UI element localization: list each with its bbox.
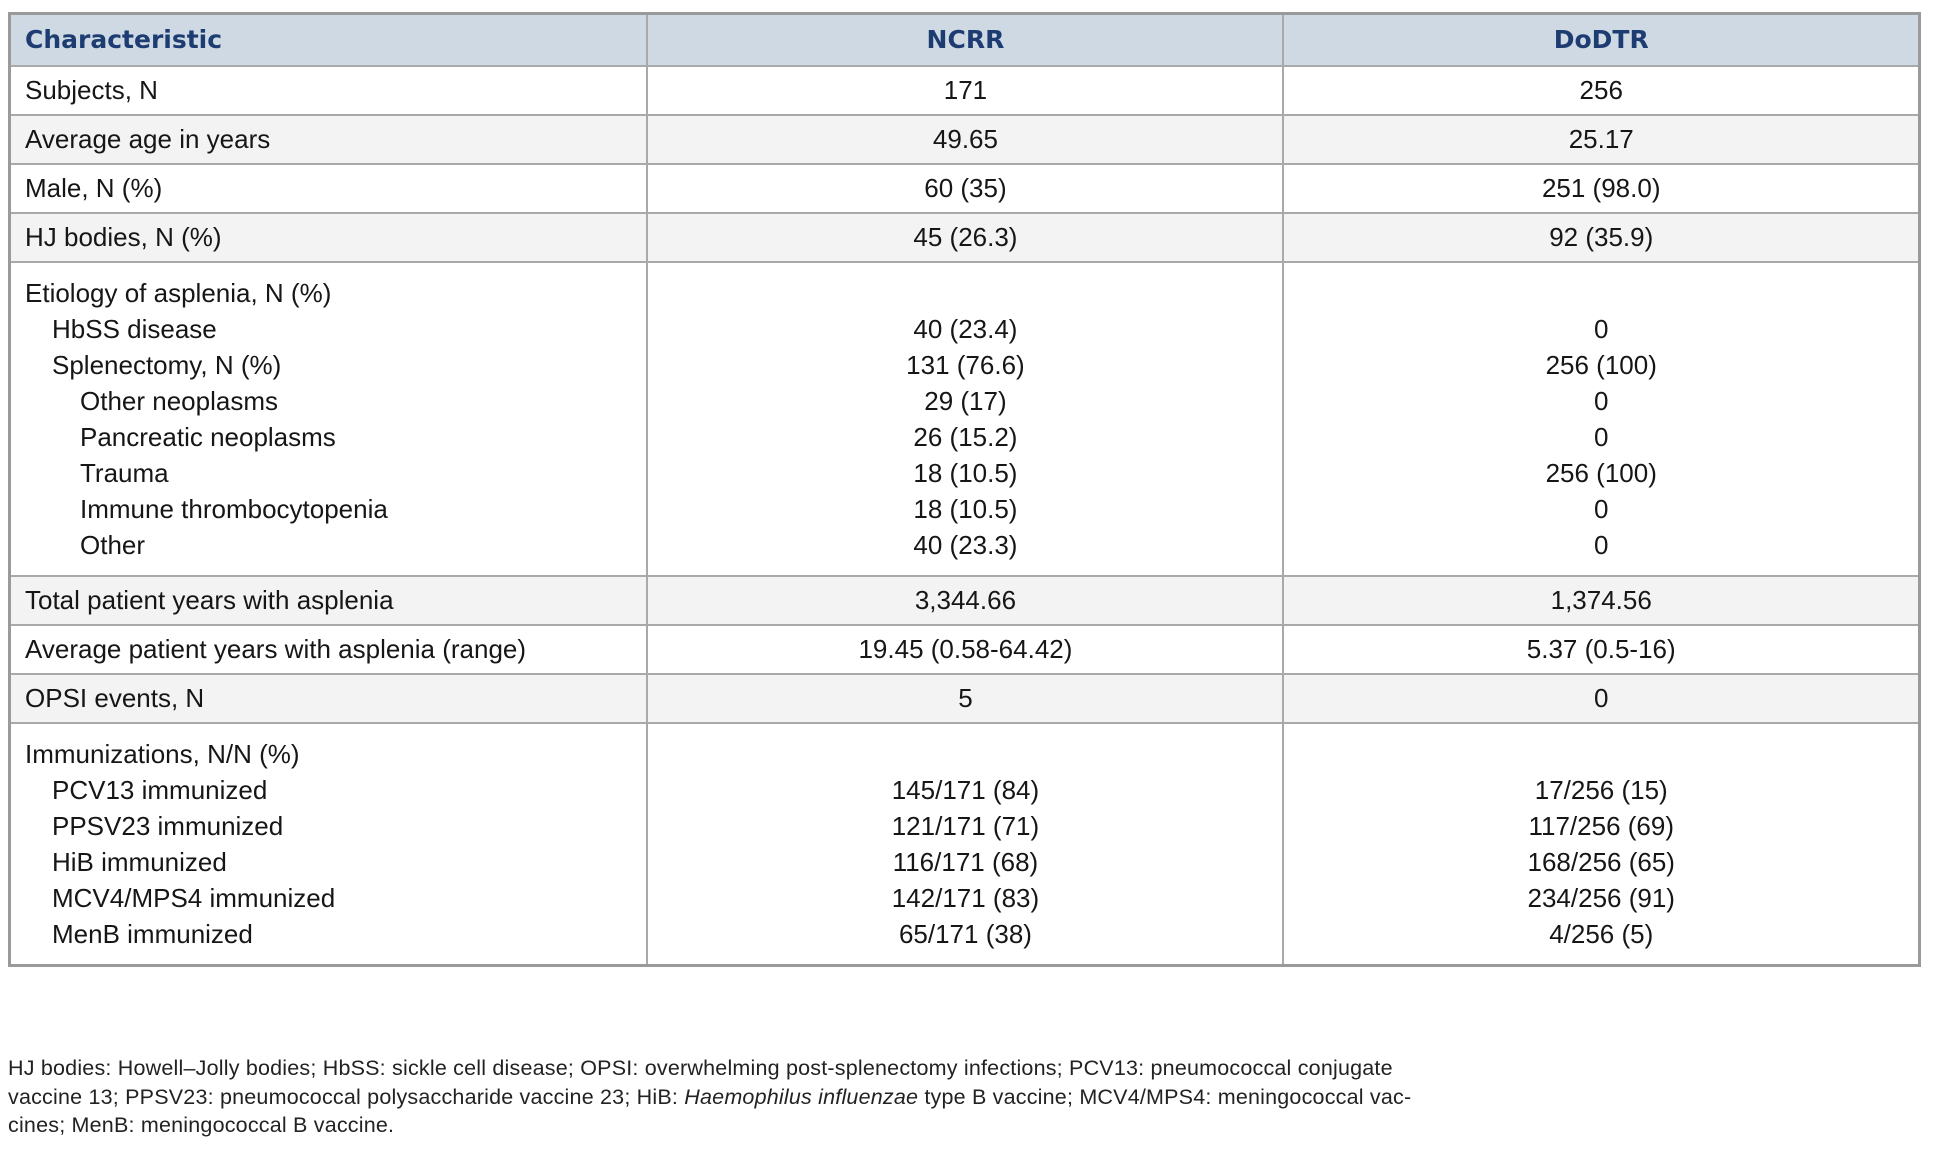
table-row: OPSI events, N 5 0 (8, 672, 1921, 724)
dodtr-value (1294, 736, 1908, 772)
header-ncrr: NCRR (646, 12, 1285, 67)
row-label: PCV13 immunized (52, 774, 268, 805)
immunizations-dodtr-values: 17/256 (15) 117/256 (69) 168/256 (65) 23… (1282, 721, 1921, 966)
row-label: Male, N (%) (8, 162, 649, 214)
ncrr-value: 3,344.66 (646, 574, 1285, 626)
dodtr-value: 117/256 (69) (1528, 810, 1674, 841)
ncrr-value: 121/171 (71) (891, 810, 1040, 841)
ncrr-value: 145/171 (84) (891, 774, 1040, 805)
row-label: PPSV23 immunized (52, 810, 284, 841)
row-label: HbSS disease (52, 313, 217, 344)
dodtr-value: 0 (1593, 421, 1609, 452)
etiology-group-row: Etiology of asplenia, N (%) HbSS disease… (8, 260, 1921, 577)
row-label: Splenectomy, N (%) (52, 349, 282, 380)
dodtr-value: 0 (1282, 672, 1921, 724)
ncrr-value: 19.45 (0.58-64.42) (646, 623, 1285, 675)
ncrr-value: 171 (646, 64, 1285, 116)
header-dodtr: DoDTR (1282, 12, 1921, 67)
ncrr-value: 60 (35) (646, 162, 1285, 214)
etiology-dodtr-values: 0 256 (100) 0 0 256 (100) 0 0 (1282, 260, 1921, 577)
dodtr-value: 168/256 (65) (1527, 846, 1675, 877)
table-row: Subjects, N 171 256 (8, 64, 1921, 116)
row-label: Total patient years with asplenia (8, 574, 649, 626)
row-label: Other (80, 529, 146, 560)
dodtr-value: 0 (1593, 385, 1609, 416)
ncrr-value: 65/171 (38) (898, 918, 1032, 949)
footnote-line-1: HJ bodies: Howell–Jolly bodies; HbSS: si… (8, 1056, 1393, 1080)
ncrr-value: 40 (23.3) (913, 529, 1018, 560)
row-label: MenB immunized (52, 918, 253, 949)
row-label: Pancreatic neoplasms (80, 421, 336, 452)
ncrr-value: 18 (10.5) (913, 457, 1018, 488)
row-label: HiB immunized (52, 846, 227, 877)
table-footnote: HJ bodies: Howell–Jolly bodies; HbSS: si… (8, 1054, 1928, 1140)
dodtr-value: 17/256 (15) (1534, 774, 1668, 805)
footnote-line-2-pre: vaccine 13; PPSV23: pneumococcal polysac… (8, 1084, 685, 1109)
row-label: Subjects, N (8, 64, 649, 116)
dodtr-value: 4/256 (5) (1549, 918, 1654, 949)
ncrr-value: 5 (646, 672, 1285, 724)
dodtr-value: 5.37 (0.5-16) (1282, 623, 1921, 675)
ncrr-value (658, 275, 1272, 311)
table-row: Total patient years with asplenia 3,344.… (8, 574, 1921, 626)
immunizations-group-row: Immunizations, N/N (%) PCV13 immunized P… (8, 721, 1921, 966)
ncrr-value: 29 (17) (924, 385, 1007, 416)
ncrr-value: 49.65 (646, 113, 1285, 165)
dodtr-value: 25.17 (1282, 113, 1921, 165)
footnote-line-3: cines; MenB: meningococcal B vaccine. (8, 1113, 395, 1137)
immunizations-ncrr-values: 145/171 (84) 121/171 (71) 116/171 (68) 1… (646, 721, 1285, 966)
dodtr-value: 234/256 (91) (1527, 882, 1675, 913)
table-row: Male, N (%) 60 (35) 251 (98.0) (8, 162, 1921, 214)
ncrr-value: 40 (23.4) (913, 313, 1018, 344)
row-label: Other neoplasms (80, 385, 278, 416)
immunizations-labels: Immunizations, N/N (%) PCV13 immunized P… (8, 721, 649, 966)
table-row: HJ bodies, N (%) 45 (26.3) 92 (35.9) (8, 211, 1921, 263)
ncrr-value: 116/171 (68) (892, 846, 1039, 877)
characteristics-table: Characteristic NCRR DoDTR Subjects, N 17… (8, 12, 1921, 967)
row-label: MCV4/MPS4 immunized (52, 882, 336, 913)
ncrr-value: 142/171 (83) (891, 882, 1040, 913)
row-label: Immune thrombocytopenia (80, 493, 388, 524)
ncrr-value (658, 736, 1272, 772)
table-row: Average patient years with asplenia (ran… (8, 623, 1921, 675)
dodtr-value: 0 (1593, 493, 1609, 524)
table-header-row: Characteristic NCRR DoDTR (8, 12, 1921, 67)
ncrr-value: 45 (26.3) (646, 211, 1285, 263)
dodtr-value: 256 (1282, 64, 1921, 116)
dodtr-value (1294, 275, 1908, 311)
row-label: Trauma (80, 457, 169, 488)
footnote-line-2-italic: Haemophilus influenzae (684, 1084, 919, 1109)
footnote-line-2-post: type B vaccine; MCV4/MPS4: meningococcal… (918, 1084, 1412, 1109)
etiology-labels: Etiology of asplenia, N (%) HbSS disease… (8, 260, 649, 577)
etiology-ncrr-values: 40 (23.4) 131 (76.6) 29 (17) 26 (15.2) 1… (646, 260, 1285, 577)
row-label: Average age in years (8, 113, 649, 165)
row-label: Immunizations, N/N (%) (25, 738, 300, 769)
ncrr-value: 131 (76.6) (906, 349, 1025, 380)
row-label: Average patient years with asplenia (ran… (8, 623, 649, 675)
dodtr-value: 92 (35.9) (1282, 211, 1921, 263)
row-label: OPSI events, N (8, 672, 649, 724)
footnote-line-2: vaccine 13; PPSV23: pneumococcal polysac… (8, 1083, 1928, 1112)
row-label: HJ bodies, N (%) (8, 211, 649, 263)
row-label: Etiology of asplenia, N (%) (25, 277, 332, 308)
ncrr-value: 18 (10.5) (913, 493, 1018, 524)
table-row: Average age in years 49.65 25.17 (8, 113, 1921, 165)
dodtr-value: 256 (100) (1545, 457, 1657, 488)
dodtr-value: 1,374.56 (1282, 574, 1921, 626)
header-characteristic: Characteristic (8, 12, 649, 67)
dodtr-value: 0 (1593, 529, 1609, 560)
ncrr-value: 26 (15.2) (913, 421, 1018, 452)
dodtr-value: 256 (100) (1545, 349, 1657, 380)
dodtr-value: 0 (1593, 313, 1609, 344)
dodtr-value: 251 (98.0) (1282, 162, 1921, 214)
